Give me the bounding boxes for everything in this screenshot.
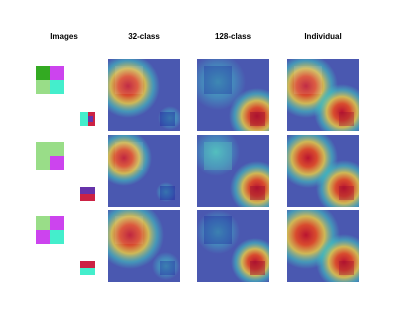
column-header: Individual <box>304 32 341 41</box>
heatmap <box>197 135 269 207</box>
heatmap <box>108 210 180 282</box>
input-image <box>36 142 95 201</box>
heatmap <box>108 135 180 207</box>
heatmap <box>287 135 359 207</box>
column-header: 32-class <box>128 32 160 41</box>
heatmap <box>108 59 180 131</box>
column-header: 128-class <box>215 32 252 41</box>
heatmap <box>287 59 359 131</box>
heatmap <box>287 210 359 282</box>
input-image <box>36 66 95 126</box>
column-header: Images <box>50 32 78 41</box>
heatmap <box>197 210 269 282</box>
input-image <box>36 216 95 275</box>
heatmap <box>197 59 269 131</box>
